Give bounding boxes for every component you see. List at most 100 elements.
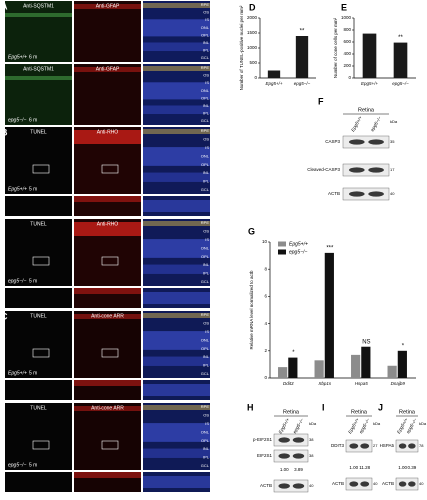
- y-axis-title: Number of TUNEL-positive nuclei per mm²: [239, 5, 244, 90]
- stain-band: [5, 13, 72, 17]
- layer-label: RPE: [201, 220, 210, 225]
- stain-label: Anti-GFAP: [96, 66, 120, 72]
- row-label: DDIT3: [331, 443, 344, 448]
- layer-label: IS: [205, 145, 209, 150]
- genotype: Epg5+/+: [8, 54, 27, 60]
- stain-band: [143, 476, 210, 488]
- bar: [393, 42, 408, 78]
- blot-strip: [395, 439, 419, 453]
- blot-strip: [273, 479, 309, 493]
- y-tick-label: 500: [249, 60, 257, 65]
- stain-band: [143, 19, 210, 37]
- bar: [387, 365, 397, 378]
- stain-band: [143, 221, 210, 226]
- panel-letter: G: [248, 226, 255, 236]
- layer-label: IPL: [203, 110, 210, 115]
- kda-label: 40: [373, 481, 378, 486]
- y-tick-label: 2000: [247, 15, 258, 20]
- stain-band: [143, 42, 210, 52]
- unit-label: kDa: [373, 421, 381, 426]
- unit-label: kDa: [419, 421, 427, 426]
- panel-letter: J: [378, 402, 383, 412]
- stain-label: Anti-SQSTM1: [23, 3, 54, 9]
- stain-band: [74, 380, 141, 386]
- stain-band: [143, 423, 210, 442]
- layer-label: GCL: [201, 371, 210, 376]
- lane-label: epg5−/−: [292, 417, 305, 434]
- legend-label: epg5−/−: [289, 249, 307, 255]
- zoom-strip: [5, 288, 72, 308]
- lane-label: epg5−/−: [370, 115, 383, 132]
- zoom-strip: [5, 196, 72, 216]
- layer-label: GCL: [201, 279, 210, 284]
- stain-band: [143, 292, 210, 304]
- panel-letter: A: [1, 1, 8, 11]
- stain-band: [143, 356, 210, 366]
- blot-strip: [342, 135, 390, 149]
- band: [348, 167, 365, 173]
- y-tick-label: 0: [264, 375, 267, 380]
- blot-strip: [345, 439, 373, 453]
- layer-label: RPE: [201, 404, 210, 409]
- layer-label: INL: [203, 262, 210, 267]
- unit-label: kDa: [390, 119, 398, 124]
- bar: [361, 346, 371, 378]
- genotype: Epg5+/+: [8, 186, 27, 192]
- stain-band: [74, 67, 141, 72]
- stain-label: TUNEL: [30, 221, 47, 227]
- x-tick-label: Xbp1s: [317, 381, 332, 386]
- age: 5 m: [29, 278, 37, 284]
- zoom-box: [32, 440, 50, 450]
- stain-band: [143, 239, 210, 258]
- layer-label: OPL: [201, 32, 210, 37]
- stain-band: [143, 172, 210, 182]
- band: [408, 481, 416, 487]
- stain-band: [143, 264, 210, 274]
- layer-label: IS: [205, 237, 209, 242]
- layer-label: IS: [205, 329, 209, 334]
- layer-label: OPL: [201, 162, 210, 167]
- band: [360, 481, 370, 487]
- panel-letter: F: [318, 96, 324, 106]
- layer-label: RPE: [201, 65, 210, 70]
- age: 6 m: [29, 54, 37, 60]
- layer-label: RPE: [201, 312, 210, 317]
- layer-label: OPL: [201, 254, 210, 259]
- significance-label: *: [402, 343, 405, 349]
- kda-label: 35: [390, 139, 395, 144]
- significance-label: **: [300, 29, 305, 35]
- kda-label: 40: [419, 481, 424, 486]
- blot-strip: [345, 477, 373, 491]
- layer-label: OS: [203, 412, 209, 417]
- band: [278, 453, 290, 459]
- layer-label: RPE: [201, 2, 210, 7]
- x-tick-label: Ddit3: [283, 381, 294, 386]
- quant-label: 11.28: [359, 465, 370, 470]
- row-label: ACTB: [382, 481, 394, 486]
- bar: [288, 357, 298, 378]
- blot-strip: [273, 449, 309, 463]
- layer-label: OS: [203, 228, 209, 233]
- stain-band: [143, 3, 210, 8]
- significance-label: **: [398, 35, 403, 41]
- band: [360, 443, 370, 449]
- y-tick-label: 400: [343, 51, 351, 56]
- stain-band: [143, 331, 210, 350]
- micrograph: [74, 64, 141, 125]
- blot-title: Retina: [399, 409, 416, 415]
- blot-title: Retina: [283, 409, 300, 415]
- lane-label: epg5−/−: [358, 417, 371, 434]
- layer-label: OS: [203, 10, 209, 15]
- genotype: epg5−/−: [8, 278, 26, 284]
- layer-label: ONL: [201, 429, 210, 434]
- stain-band: [74, 472, 141, 478]
- layer-label: IS: [205, 80, 209, 85]
- x-tick-label: epg5−/−: [392, 81, 409, 86]
- legend-label: Epg5+/+: [289, 241, 308, 247]
- band: [292, 453, 305, 459]
- row-label: Cleaved-CASP3: [307, 167, 340, 172]
- layer-label: INL: [203, 170, 210, 175]
- layer-label: RPE: [201, 128, 210, 133]
